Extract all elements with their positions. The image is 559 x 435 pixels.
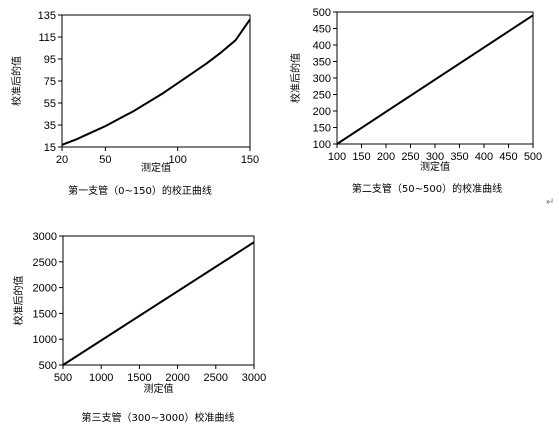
y-tick-label: 500 [39,360,57,372]
x-axis-label: 测定值 [144,382,174,395]
calibration-curve [61,18,251,146]
y-tick-label: 35 [44,120,56,132]
y-tick-label: 100 [313,139,331,151]
chart-3: 500 1000 1500 2000 2500 3000 500 1000 1500 2000 25… [12,231,266,424]
chart-caption: 第一支管（0~150）的校正曲线 [68,184,212,197]
y-tick-label: 400 [313,40,331,52]
y-tick-label: 450 [313,24,331,36]
y-tick-label: 1500 [33,308,57,320]
chart-1: 20 50 100 150 15 35 55 75 95 115 135 测定值 校准后的值第一支管（0… [10,10,259,197]
plot-frame [61,14,251,148]
y-tick-label: 250 [313,90,331,102]
x-tick-label: 2000 [165,372,189,384]
x-tick-label: 500 [524,151,542,163]
chart-caption: 第二支管（50~500）的校准曲线 [352,182,502,195]
calibration-curve [336,14,534,145]
x-tick-label: 450 [499,151,517,163]
chart-caption: 第三支管（300~3000）校准曲线 [82,411,235,424]
y-tick-label: 95 [44,54,56,66]
x-tick-label: 500 [54,372,72,384]
y-tick-label: 2500 [33,257,57,269]
y-axis-label: 校准后的值 [289,53,302,103]
y-tick-label: 200 [313,106,331,118]
y-tick-label: 55 [44,98,56,110]
x-tick-label: 200 [377,151,395,163]
x-tick-label: 150 [241,154,259,166]
y-tick-label: 2000 [33,283,57,295]
x-tick-label: 1500 [127,372,151,384]
x-tick-label: 3000 [242,372,266,384]
x-tick-label: 1000 [89,372,113,384]
x-tick-label: 250 [401,151,419,163]
x-tick-label: 20 [56,154,68,166]
x-axis-label: 测定值 [141,161,171,174]
y-tick-label: 500 [313,7,331,19]
x-tick-label: 150 [352,151,370,163]
y-axis-label: 校准后的值 [12,276,25,326]
x-axis-label: 测定值 [420,160,450,173]
y-tick-label: 115 [38,32,56,44]
y-tick-label: 350 [313,57,331,69]
calibration-curve [62,241,255,366]
x-tick-label: 100 [169,154,187,166]
x-tick-label: 2500 [204,372,228,384]
paragraph-mark: ↵ [546,197,554,208]
y-tick-label: 75 [44,76,56,88]
x-tick-label: 350 [450,151,468,163]
y-tick-label: 3000 [33,231,57,243]
y-tick-label: 135 [38,10,56,22]
x-tick-label: 50 [99,154,111,166]
y-tick-label: 15 [44,142,56,154]
plot-frame [62,235,255,366]
chart-2: 100 150 200 250 300 350 400 450 500 100 150 200 250 3… [289,7,542,195]
y-axis-label: 校准后的值 [10,56,23,106]
y-tick-label: 300 [313,73,331,85]
y-tick-label: 150 [313,123,331,135]
y-tick-label: 1000 [33,334,57,346]
x-tick-label: 100 [328,151,346,163]
x-tick-label: 400 [475,151,493,163]
x-tick-label: 300 [426,151,444,163]
